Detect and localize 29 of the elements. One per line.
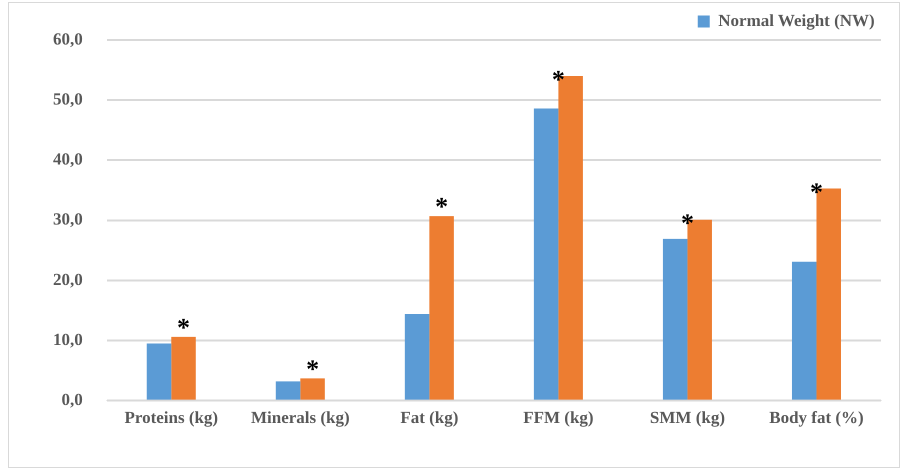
y-tick-label: 30,0 — [53, 210, 83, 229]
y-tick-label: 50,0 — [53, 89, 83, 108]
annotation: * — [552, 65, 565, 94]
y-tick-label: 20,0 — [53, 270, 83, 289]
y-tick-label: 0,0 — [62, 390, 83, 409]
x-tick-label: Minerals (kg) — [250, 408, 350, 428]
x-tick-label: Body fat (%) — [769, 408, 864, 428]
y-tick-label: 40,0 — [53, 150, 83, 169]
bar — [792, 262, 816, 400]
x-tick-label: SMM (kg) — [650, 408, 725, 428]
bar — [662, 238, 688, 400]
bar — [171, 336, 196, 400]
y-tick-label: 10,0 — [53, 330, 83, 349]
annotation: * — [177, 312, 190, 342]
bar — [276, 381, 300, 400]
annotation: * — [680, 208, 694, 238]
annotation: * — [435, 192, 448, 222]
bar — [534, 108, 558, 400]
annotation: * — [810, 177, 823, 206]
bar — [146, 344, 172, 400]
x-tick-label: FFM (kg) — [523, 408, 594, 428]
x-tick-label: Fat (kg) — [400, 408, 458, 428]
x-tick-label: Proteins (kg) — [124, 408, 218, 428]
bar — [429, 216, 454, 400]
legend-label: Normal Weight (NW) — [718, 10, 875, 30]
bar — [404, 314, 430, 400]
y-tick-label: 60,0 — [53, 29, 83, 48]
annotation: * — [306, 354, 320, 384]
bar — [300, 378, 325, 400]
